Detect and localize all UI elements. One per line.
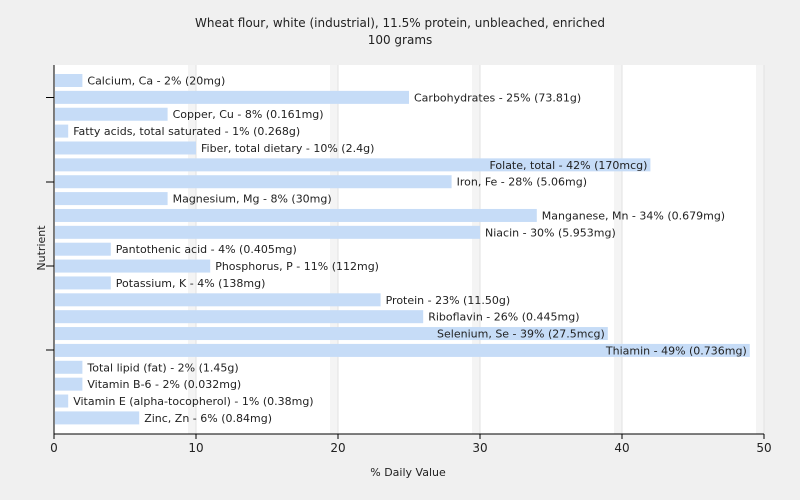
bar-label: Phosphorus, P - 11% (112mg) [215,260,379,273]
bar-label: Vitamin E (alpha-tocopherol) - 1% (0.38m… [73,395,313,408]
bar-label: Fiber, total dietary - 10% (2.4g) [201,142,374,155]
bar [55,343,750,357]
x-tick-label: 0 [50,441,58,455]
bar-label: Iron, Fe - 28% (5.06mg) [457,176,587,189]
bar-label: Copper, Cu - 8% (0.161mg) [173,108,324,121]
bar [55,192,168,206]
x-tick-label: 20 [330,441,345,455]
bar-label: Magnesium, Mg - 8% (30mg) [173,193,332,206]
chart-title: Wheat flour, white (industrial), 11.5% p… [195,16,605,30]
grid-band [330,65,338,434]
bar-label: Protein - 23% (11.50g) [386,294,511,307]
y-axis-label: Nutrient [35,225,48,271]
x-axis-label: % Daily Value [370,466,446,479]
bar [55,225,480,239]
bar-label: Selenium, Se - 39% (27.5mcg) [437,328,605,341]
bar [55,310,424,324]
bar [55,90,409,104]
bar-label: Total lipid (fat) - 2% (1.45g) [86,361,238,374]
axes-group: 0 10 20 30 40 50 [46,65,772,455]
bar [55,175,452,189]
plot-area [54,65,764,434]
bar [55,327,608,341]
bar [55,276,111,290]
bar [55,74,83,87]
bar [55,360,83,374]
chart-subtitle: 100 grams [368,33,433,47]
bar [55,293,381,307]
x-tick-label: 10 [188,441,203,455]
grid-band [614,65,622,434]
bar-label: Niacin - 30% (5.953mg) [485,226,616,239]
bar-label: Riboflavin - 26% (0.445mg) [428,311,579,324]
x-tick-label: 40 [614,441,629,455]
grid-band [756,65,764,434]
bar [55,208,537,222]
bar-label: Pantothenic acid - 4% (0.405mg) [116,243,297,256]
bar-label: Manganese, Mn - 34% (0.679mg) [542,209,725,222]
bar-label: Fatty acids, total saturated - 1% (0.268… [73,125,300,138]
bar-label: Thiamin - 49% (0.736mg) [605,344,747,357]
gridlines [188,65,765,434]
grid-band [188,65,196,434]
bars-group: Calcium, Ca - 2% (20mg) Carbohydrates - 2… [55,74,750,425]
bar [55,259,211,273]
bar [55,394,69,408]
bar [55,158,651,172]
bar [55,107,168,121]
bar-label: Folate, total - 42% (170mcg) [489,159,647,172]
bar [55,124,69,138]
grid-band [472,65,480,434]
bar-label: Calcium, Ca - 2% (20mg) [87,75,225,88]
bar-label: Vitamin B-6 - 2% (0.032mg) [87,378,241,391]
bar [55,141,196,155]
x-tick-label: 30 [472,441,487,455]
bar [55,377,83,391]
x-tick-label: 50 [756,441,771,455]
bar [55,411,140,425]
bar-label: Potassium, K - 4% (138mg) [116,277,266,290]
bar-label: Carbohydrates - 25% (73.81g) [414,91,581,104]
bar [55,242,111,256]
bar-label: Zinc, Zn - 6% (0.84mg) [144,412,272,425]
